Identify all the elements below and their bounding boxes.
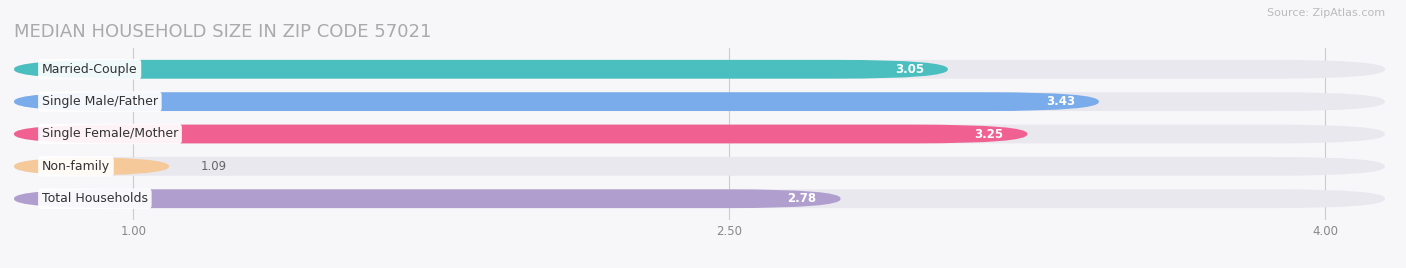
Text: Source: ZipAtlas.com: Source: ZipAtlas.com [1267, 8, 1385, 18]
FancyBboxPatch shape [14, 189, 1385, 208]
Text: 3.43: 3.43 [1046, 95, 1076, 108]
Text: Married-Couple: Married-Couple [42, 63, 138, 76]
FancyBboxPatch shape [14, 92, 1099, 111]
Text: 3.05: 3.05 [894, 63, 924, 76]
Text: 1.09: 1.09 [201, 160, 226, 173]
FancyBboxPatch shape [14, 125, 1028, 143]
Text: Non-family: Non-family [42, 160, 110, 173]
FancyBboxPatch shape [14, 157, 1385, 176]
FancyBboxPatch shape [14, 60, 1385, 79]
Text: MEDIAN HOUSEHOLD SIZE IN ZIP CODE 57021: MEDIAN HOUSEHOLD SIZE IN ZIP CODE 57021 [14, 23, 432, 41]
Text: 2.78: 2.78 [787, 192, 817, 205]
Text: 3.25: 3.25 [974, 128, 1004, 140]
FancyBboxPatch shape [14, 92, 1385, 111]
FancyBboxPatch shape [14, 157, 169, 176]
FancyBboxPatch shape [14, 189, 841, 208]
Text: Total Households: Total Households [42, 192, 148, 205]
FancyBboxPatch shape [14, 125, 1385, 143]
Text: Single Female/Mother: Single Female/Mother [42, 128, 179, 140]
Text: Single Male/Father: Single Male/Father [42, 95, 157, 108]
FancyBboxPatch shape [14, 60, 948, 79]
